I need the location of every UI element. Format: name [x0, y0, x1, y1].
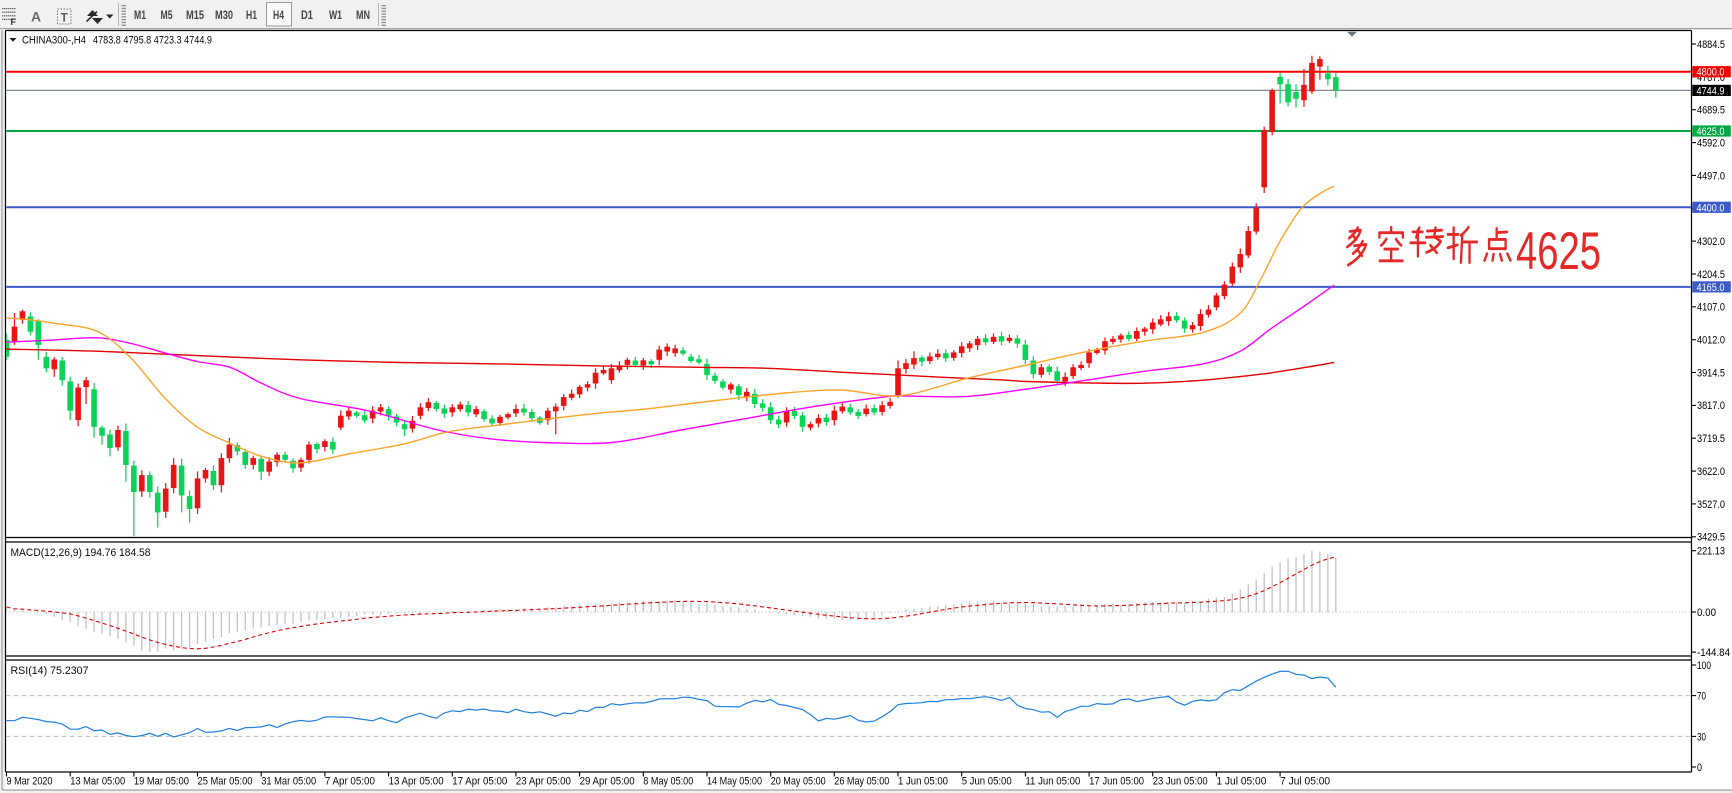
svg-text:25 Mar 05:00: 25 Mar 05:00: [198, 776, 253, 788]
svg-text:MACD(12,26,9) 194.76 184.58: MACD(12,26,9) 194.76 184.58: [11, 547, 151, 559]
svg-text:4497.0: 4497.0: [1697, 170, 1725, 182]
svg-text:13 Apr 05:00: 13 Apr 05:00: [389, 776, 444, 788]
svg-text:17 Jun 05:00: 17 Jun 05:00: [1089, 776, 1144, 788]
svg-text:17 Apr 05:00: 17 Apr 05:00: [452, 776, 507, 788]
svg-text:4107.0: 4107.0: [1697, 302, 1725, 314]
svg-text:MN: MN: [356, 10, 370, 22]
svg-text:4012.0: 4012.0: [1697, 335, 1725, 347]
svg-text:11 Jun 05:00: 11 Jun 05:00: [1025, 776, 1080, 788]
svg-text:9 Mar 2020: 9 Mar 2020: [7, 776, 53, 788]
svg-text:T: T: [61, 11, 69, 25]
svg-text:4625.0: 4625.0: [1697, 126, 1725, 138]
svg-text:14 May 05:00: 14 May 05:00: [707, 776, 762, 788]
svg-text:H4: H4: [273, 10, 284, 22]
svg-text:4744.9: 4744.9: [1697, 85, 1725, 97]
svg-text:3527.0: 3527.0: [1697, 499, 1725, 511]
svg-text:221.13: 221.13: [1697, 546, 1725, 558]
svg-text:19 Mar 05:00: 19 Mar 05:00: [134, 776, 189, 788]
svg-text:8 May 05:00: 8 May 05:00: [643, 776, 693, 788]
svg-text:4884.5: 4884.5: [1697, 39, 1725, 51]
svg-text:7 Jul 05:00: 7 Jul 05:00: [1280, 776, 1330, 788]
svg-text:31 Mar 05:00: 31 Mar 05:00: [261, 776, 316, 788]
svg-text:A: A: [31, 9, 41, 25]
svg-text:4592.0: 4592.0: [1697, 138, 1725, 150]
svg-text:100: 100: [1697, 660, 1711, 672]
svg-text:4400.0: 4400.0: [1697, 202, 1725, 214]
svg-text:4625: 4625: [1516, 222, 1601, 281]
svg-text:3914.5: 3914.5: [1697, 367, 1725, 379]
svg-text:0: 0: [1697, 762, 1702, 774]
svg-text:4689.5: 4689.5: [1697, 105, 1725, 117]
svg-text:4165.0: 4165.0: [1697, 282, 1725, 294]
svg-text:23 Apr 05:00: 23 Apr 05:00: [516, 776, 571, 788]
svg-text:H1: H1: [246, 10, 257, 22]
svg-text:20 May 05:00: 20 May 05:00: [771, 776, 826, 788]
svg-text:M5: M5: [161, 10, 173, 22]
svg-text:M1: M1: [134, 10, 146, 22]
svg-text:CHINA300-,H4: CHINA300-,H4: [22, 35, 86, 47]
svg-text:3817.0: 3817.0: [1697, 400, 1725, 412]
svg-text:3429.5: 3429.5: [1697, 532, 1725, 544]
svg-text:3719.5: 3719.5: [1697, 433, 1725, 445]
svg-text:D1: D1: [301, 10, 313, 22]
svg-text:23 Jun 05:00: 23 Jun 05:00: [1153, 776, 1208, 788]
svg-text:1 Jul 05:00: 1 Jul 05:00: [1216, 776, 1266, 788]
svg-text:W1: W1: [329, 10, 342, 22]
svg-text:30: 30: [1697, 731, 1706, 743]
svg-text:1 Jun 05:00: 1 Jun 05:00: [898, 776, 948, 788]
svg-text:4783.8 4795.8 4723.3 4744.9: 4783.8 4795.8 4723.3 4744.9: [93, 35, 212, 47]
svg-text:0.00: 0.00: [1697, 607, 1716, 619]
svg-text:RSI(14) 75.2307: RSI(14) 75.2307: [11, 665, 89, 677]
svg-text:M30: M30: [215, 10, 233, 22]
svg-text:29 Apr 05:00: 29 Apr 05:00: [580, 776, 635, 788]
svg-text:4800.0: 4800.0: [1697, 67, 1725, 79]
svg-text:7 Apr 05:00: 7 Apr 05:00: [325, 776, 375, 788]
svg-text:13 Mar 05:00: 13 Mar 05:00: [70, 776, 125, 788]
svg-text:70: 70: [1697, 691, 1706, 703]
svg-text:M15: M15: [186, 10, 204, 22]
svg-text:3622.0: 3622.0: [1697, 466, 1725, 478]
svg-text:26 May 05:00: 26 May 05:00: [834, 776, 889, 788]
svg-text:5 Jun 05:00: 5 Jun 05:00: [962, 776, 1012, 788]
svg-text:F: F: [11, 17, 17, 27]
svg-text:4302.0: 4302.0: [1697, 236, 1725, 248]
svg-text:-144.84: -144.84: [1697, 647, 1730, 659]
svg-text:4204.5: 4204.5: [1697, 269, 1725, 281]
